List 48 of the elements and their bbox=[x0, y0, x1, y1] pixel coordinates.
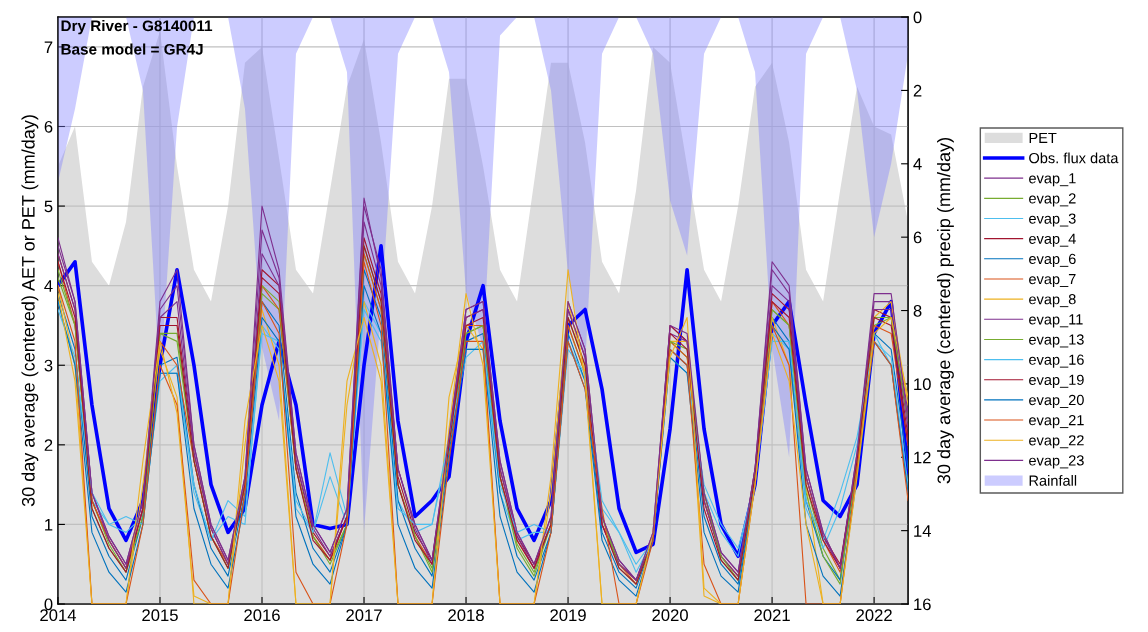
y2-tick-label: 12 bbox=[914, 451, 931, 464]
legend-label: Rainfall bbox=[1029, 475, 1077, 486]
x-tick-label: 2017 bbox=[346, 609, 382, 622]
y-tick-label: 4 bbox=[44, 280, 53, 292]
x-tick-label: 2015 bbox=[142, 609, 178, 622]
y-tick-label: 2 bbox=[44, 439, 53, 451]
y-tick-label: 7 bbox=[44, 41, 53, 53]
legend-label: evap_1 bbox=[1029, 173, 1076, 187]
legend-label: evap_11 bbox=[1029, 314, 1083, 328]
y2-tick-label: 2 bbox=[913, 84, 922, 97]
y-tick-label: 0 bbox=[44, 598, 53, 611]
legend-label: evap_13 bbox=[1029, 334, 1084, 348]
legend-label: evap_22 bbox=[1029, 435, 1084, 449]
x-tick-label: 2022 bbox=[856, 609, 892, 622]
y-tick-label: 1 bbox=[45, 518, 53, 531]
chart-title: Dry River - G8140011 bbox=[61, 20, 213, 35]
legend-label: evap_20 bbox=[1029, 394, 1084, 409]
legend-label: evap_19 bbox=[1029, 374, 1084, 388]
legend-label: evap_7 bbox=[1029, 274, 1076, 288]
x-tick-label: 2021 bbox=[754, 609, 790, 622]
x-tick-label: 2020 bbox=[652, 609, 688, 622]
legend-label: evap_23 bbox=[1029, 455, 1084, 469]
y-tick-label: 5 bbox=[44, 200, 53, 213]
legend-label: PET bbox=[1029, 132, 1057, 143]
y2-tick-label: 6 bbox=[913, 231, 922, 244]
legend-label: evap_2 bbox=[1029, 193, 1076, 207]
y2-tick-label: 0 bbox=[913, 11, 922, 24]
y-tick-label: 3 bbox=[44, 359, 53, 372]
y-axis-title: 30 day average (centered) AET or PET (mm/day) bbox=[21, 115, 39, 507]
legend-label: Obs. flux data bbox=[1029, 152, 1119, 164]
x-tick-label: 2018 bbox=[448, 609, 484, 622]
legend-label: evap_8 bbox=[1029, 294, 1076, 308]
text: Base model = GR4J bbox=[61, 43, 203, 55]
x-tick-label: 2019 bbox=[550, 609, 586, 622]
x-tick-label: 2014 bbox=[40, 609, 77, 622]
y2-tick-label: 4 bbox=[913, 158, 922, 170]
y-tick-label: 6 bbox=[44, 120, 53, 133]
y2-tick-label: 16 bbox=[914, 598, 931, 611]
y2-tick-label: 10 bbox=[914, 378, 931, 391]
x-tick-label: 2016 bbox=[244, 609, 280, 622]
y2-tick-label: 14 bbox=[914, 525, 931, 537]
legend-label: evap_3 bbox=[1029, 213, 1076, 227]
y2-tick-label: 8 bbox=[913, 304, 922, 317]
legend-label: evap_21 bbox=[1029, 414, 1084, 429]
legend-label: evap_6 bbox=[1029, 253, 1076, 267]
y2-axis-title: 30 day average (centered) precip (mm/day) bbox=[937, 138, 954, 484]
legend-label: evap_16 bbox=[1029, 354, 1084, 368]
legend-label: evap_4 bbox=[1029, 233, 1076, 247]
